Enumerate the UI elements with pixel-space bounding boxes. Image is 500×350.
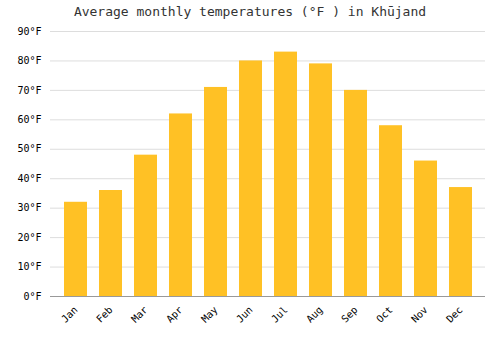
svg-text:60°F: 60°F (17, 114, 41, 125)
svg-text:40°F: 40°F (17, 173, 41, 184)
svg-text:Apr: Apr (164, 304, 185, 325)
svg-text:Dec: Dec (444, 304, 465, 325)
svg-text:80°F: 80°F (17, 55, 41, 66)
svg-text:30°F: 30°F (17, 202, 41, 213)
svg-text:50°F: 50°F (17, 143, 41, 154)
svg-text:Nov: Nov (409, 304, 430, 325)
svg-text:90°F: 90°F (17, 26, 41, 37)
svg-text:Feb: Feb (94, 304, 115, 325)
svg-text:Oct: Oct (374, 304, 395, 325)
svg-text:May: May (199, 304, 220, 325)
html-text:Average monthly temperatures (: Average monthly temperatures (°F ) in Kh… (73, 4, 427, 19)
svg-text:Jul: Jul (269, 304, 290, 325)
svg-text:Jun: Jun (234, 304, 255, 325)
svg-text:Mar: Mar (129, 304, 150, 325)
svg-text:10°F: 10°F (17, 261, 41, 272)
svg-text:Sep: Sep (339, 304, 360, 325)
svg-text:Jan: Jan (59, 304, 80, 325)
svg-text:Aug: Aug (304, 304, 325, 325)
svg-text:0°F: 0°F (23, 291, 41, 302)
svg-text:20°F: 20°F (17, 232, 41, 243)
svg-text:70°F: 70°F (17, 85, 41, 96)
